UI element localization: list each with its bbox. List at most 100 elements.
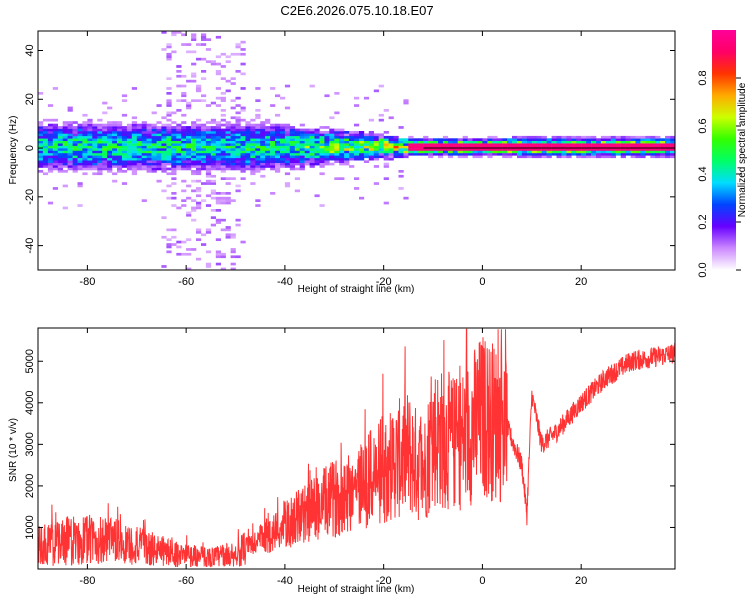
spectrogram-cell	[62, 143, 68, 146]
spectrogram-cell	[408, 143, 414, 146]
spectrogram-cell	[591, 143, 597, 146]
spectrogram-cell	[536, 145, 542, 149]
spectrogram-cell	[151, 126, 157, 129]
spectrogram-cell	[354, 177, 360, 180]
spectrogram-cell	[294, 128, 300, 132]
spectrogram-cell	[52, 126, 58, 129]
spectrogram-cell	[47, 133, 54, 137]
spectrogram-cell	[235, 148, 241, 151]
spectrogram-cell	[126, 152, 133, 156]
spectrogram-cell	[388, 152, 394, 156]
spectrogram-cell	[230, 162, 236, 166]
spectrogram-cell	[215, 252, 221, 256]
spectrogram-cell	[47, 148, 54, 151]
spectrogram-cell	[363, 160, 370, 163]
spectrogram-cell	[319, 172, 325, 176]
spectrogram-cell	[438, 152, 444, 156]
spectrogram-cell	[205, 121, 212, 124]
spectrogram-cell	[304, 143, 310, 146]
spectrogram-cell	[645, 148, 651, 151]
spectrogram-cell	[146, 138, 152, 141]
spectrogram-cell	[413, 145, 419, 149]
spectrogram-cell	[62, 138, 68, 141]
spectrogram-cell	[289, 152, 295, 156]
spectrogram-cell	[42, 160, 49, 163]
spectrogram-cell	[102, 138, 108, 141]
spectrogram-cell	[403, 155, 409, 159]
spectrogram-cell	[591, 145, 597, 149]
spectrogram-cell	[141, 128, 147, 132]
spectrogram-cell	[339, 155, 345, 159]
spectrogram-cell	[87, 121, 93, 124]
spectrogram-cell	[47, 165, 54, 168]
spectrogram-cell	[250, 126, 256, 129]
spectrogram-cell	[596, 138, 602, 141]
spectrogram-cell	[576, 150, 582, 154]
spectrogram-cell	[176, 162, 182, 166]
spectrogram-cell	[156, 143, 162, 146]
spectrogram-cell	[541, 143, 547, 146]
spectrogram-cell	[531, 150, 537, 154]
spectrogram-cell	[176, 245, 182, 249]
spectrogram-x-label: Height of straight line (km)	[298, 284, 415, 295]
colorbar-tick-label: 0.0	[697, 262, 709, 277]
spectrogram-cell	[72, 145, 78, 149]
spectrogram-cell	[156, 121, 162, 124]
spectrogram-cell	[605, 150, 612, 154]
spectrogram-cell	[363, 143, 370, 146]
spectrogram-cell	[201, 155, 207, 159]
spectrogram-cell	[250, 140, 256, 144]
spectrogram-cell	[245, 126, 251, 129]
spectrogram-cell	[546, 152, 552, 156]
spectrogram-cell	[205, 204, 212, 207]
spectrogram-cell	[497, 152, 503, 156]
snr-series-line	[37, 328, 676, 568]
snr-x-axis: -80 -60 -40 -20 0 20	[79, 328, 587, 587]
spectrogram-cell	[176, 150, 182, 154]
spectrogram-cell	[92, 157, 98, 161]
spectrogram-cell	[136, 126, 142, 129]
spectrogram-cell	[117, 150, 123, 154]
spectrogram-cell	[467, 138, 473, 141]
spectrogram-cell	[220, 140, 226, 144]
spectrogram-cell	[107, 162, 113, 166]
spectrogram-cell	[319, 160, 325, 163]
spectrogram-cell	[314, 143, 320, 146]
spectrogram-cell	[378, 118, 384, 122]
spectrogram-cell	[477, 143, 483, 146]
spectrogram-cell	[635, 155, 641, 159]
spectrogram-cell	[452, 150, 458, 154]
spectrogram-cell	[141, 138, 147, 141]
spectrogram-cell	[457, 152, 463, 156]
spectrogram-cell	[378, 150, 384, 154]
spectrogram-cell	[171, 145, 177, 149]
spectrogram-cell	[117, 167, 123, 171]
spectrogram-cell	[141, 126, 147, 129]
spectrogram-cell	[82, 160, 88, 163]
spectrogram-cell	[240, 177, 246, 180]
spectrogram-cell	[166, 250, 172, 254]
spectrogram-cell	[265, 162, 271, 166]
spectrogram-cell	[304, 133, 310, 137]
spectrogram-cell	[625, 150, 631, 154]
spectrogram-cell	[77, 182, 83, 185]
spectrogram-cell	[220, 160, 226, 163]
spectrogram-cell	[196, 172, 202, 176]
spectrogram-cell	[210, 174, 216, 178]
spectrogram-cell	[131, 148, 137, 151]
spectrogram-cell	[131, 145, 137, 149]
spectrogram-cell	[299, 140, 305, 144]
spectrogram-cell	[220, 199, 226, 202]
spectrogram-cell	[186, 148, 192, 151]
spectrogram-cell	[250, 150, 256, 154]
spectrogram-cell	[566, 152, 572, 156]
spectrogram-cell	[47, 157, 54, 161]
spectrogram-cell	[77, 145, 83, 149]
spectrogram-cell	[270, 135, 276, 139]
spectrogram-cell	[280, 165, 286, 168]
spectrogram-cell	[72, 121, 78, 124]
spectrogram-cell	[181, 252, 187, 256]
spectrogram-cell	[438, 140, 444, 144]
spectrogram-cell	[57, 160, 63, 163]
y-tick-label: 5000	[24, 349, 36, 373]
